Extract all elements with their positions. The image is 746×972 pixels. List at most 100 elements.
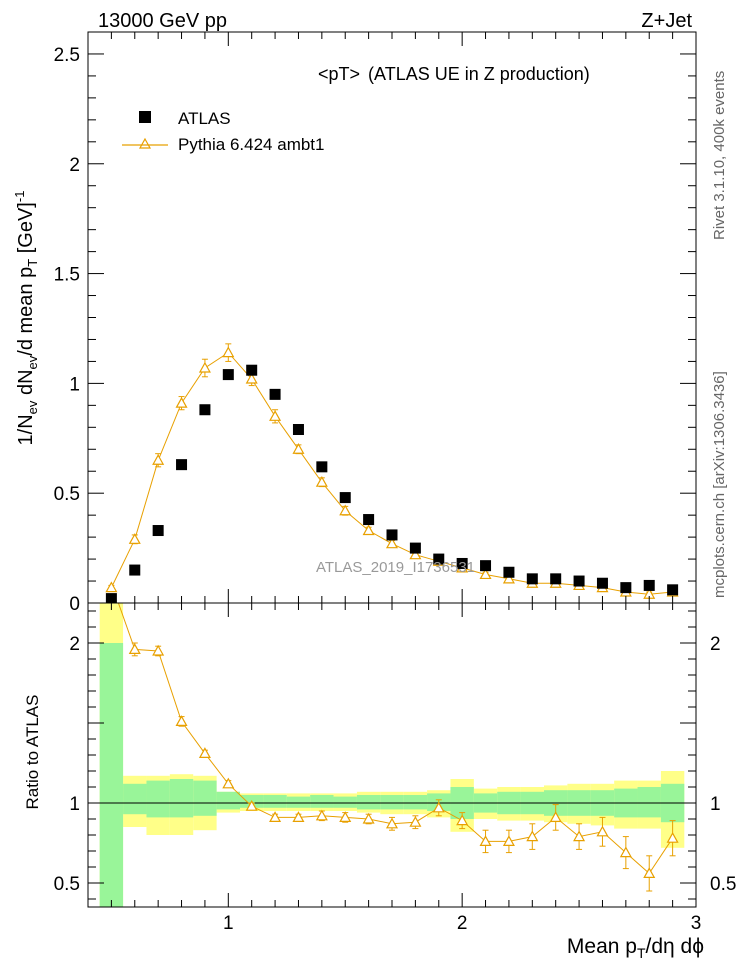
atlas-point [246,364,258,376]
ratio-y-tick-label-left: 0.5 [54,874,80,895]
uncertainty-band-green [380,795,404,810]
atlas-point [643,579,655,591]
mc-point [362,524,375,536]
legend-mc-marker [138,137,152,149]
mc-ratio-point [432,801,445,813]
mc-ratio-point [245,799,258,811]
uncertainty-band-green [333,796,357,808]
mc-ratio-point [526,830,539,842]
x-tick-label: 3 [691,913,702,934]
plot-title-note: (ATLAS UE in Z production) [368,64,590,84]
uncertainty-band-green [403,795,428,810]
legend-mc-label: Pythia 6.424 ambt1 [178,135,324,154]
mc-point [175,396,188,408]
mc-point [222,346,235,358]
mc-ratio-line [117,602,674,875]
header-right-label: Z+Jet [641,10,692,32]
atlas-point [409,542,421,554]
ratio-y-tick-label-left: 2 [69,634,80,655]
atlas-point [176,459,188,471]
analysis-watermark: ATLAS_2019_I1736531 [316,559,475,576]
ratio-y-axis-title: Ratio to ATLAS [23,695,42,810]
top-y-tick-label: 0.5 [54,484,80,505]
atlas-point [620,582,632,594]
rivet-version-label: Rivet 3.1.10, 400k events [711,71,728,240]
legend-atlas-label: ATLAS [178,109,231,128]
atlas-point [269,388,281,400]
top-y-axis-title: 1/Nev dNev/d mean pT [GeV]-1 [12,191,40,446]
atlas-point [526,573,538,585]
mc-ratio-point [479,835,492,847]
uncertainty-band-green [193,780,217,816]
ratio-y-tick-label-right: 0.5 [710,874,736,895]
mc-point [152,454,165,465]
mc-ratio-point [128,643,141,655]
mcplots-label: mcplots.cern.ch [arXiv:1306.3436] [711,371,728,598]
atlas-point [386,529,398,541]
top-y-tick-label: 1.5 [54,265,80,286]
mc-point [315,475,328,487]
top-y-tick-label: 2.5 [54,45,80,66]
header-left-label: 13000 GeV pp [98,10,227,32]
mc-ratio-point [643,867,656,879]
uncertainty-band-green [146,780,170,818]
atlas-point [363,514,375,526]
mc-ratio-point [222,777,235,789]
x-tick-label: 1 [223,913,234,934]
mc-ratio-point [292,811,305,823]
mc-ratio-point [269,811,282,823]
top-y-tick-label: 2 [69,155,80,176]
mc-ratio-point [573,830,586,842]
uncertainty-band-green [216,791,240,810]
mc-ratio-point [385,817,399,829]
top-panel: <pT> (ATLAS UE in Z production) ATLAS_201… [12,64,679,605]
mc-ratio-point [175,715,188,727]
ratio-panel: Ratio to ATLAS [23,602,696,907]
atlas-point [503,566,515,578]
mc-ratio-point [619,846,632,858]
mc-ratio-point [315,809,328,821]
uncertainty-band-green [263,795,287,808]
atlas-point [129,564,141,576]
legend-atlas-marker [139,111,151,123]
mc-ratio-point [339,811,352,823]
atlas-point [480,560,492,572]
atlas-point [292,424,304,436]
mc-point [385,537,399,549]
ratio-y-tick-label-right: 2 [710,634,721,655]
mc-ratio-point [502,835,515,847]
ratio-panel-frame [87,602,697,908]
atlas-point [596,577,608,589]
mc-point [128,533,141,544]
ratio-y-tick-label-right: 1 [710,794,721,815]
mc-ratio-point [549,811,562,823]
plot-title: <pT> (ATLAS UE in Z production) [318,64,590,84]
mc-point [292,443,305,454]
mc-ratio-point [152,644,165,656]
top-y-tick-label: 1 [69,374,80,395]
mc-series-line [110,351,673,595]
uncertainty-band-green [286,796,311,808]
mc-point [198,361,211,373]
mc-point [339,504,352,516]
atlas-point [199,404,211,416]
atlas-point [339,492,351,504]
atlas-point [433,553,445,565]
uncertainty-band-green [310,795,334,808]
plot-title-main: <pT> [318,64,360,84]
x-tick-label: 2 [457,913,468,934]
uncertainty-band-green [123,783,147,815]
mc-point [479,568,492,580]
mc-point [409,548,422,560]
atlas-point [456,557,468,569]
mc-point [269,410,282,421]
mc-ratio-point [198,747,211,759]
mc-point [245,372,258,384]
x-axis-title: Mean pT/dη dϕ [567,935,704,961]
mc-ratio-point [666,831,679,843]
ratio-y-tick-label-left: 1 [69,794,80,815]
atlas-point [152,525,164,537]
uncertainty-band-green [169,779,194,818]
atlas-point [316,461,328,473]
